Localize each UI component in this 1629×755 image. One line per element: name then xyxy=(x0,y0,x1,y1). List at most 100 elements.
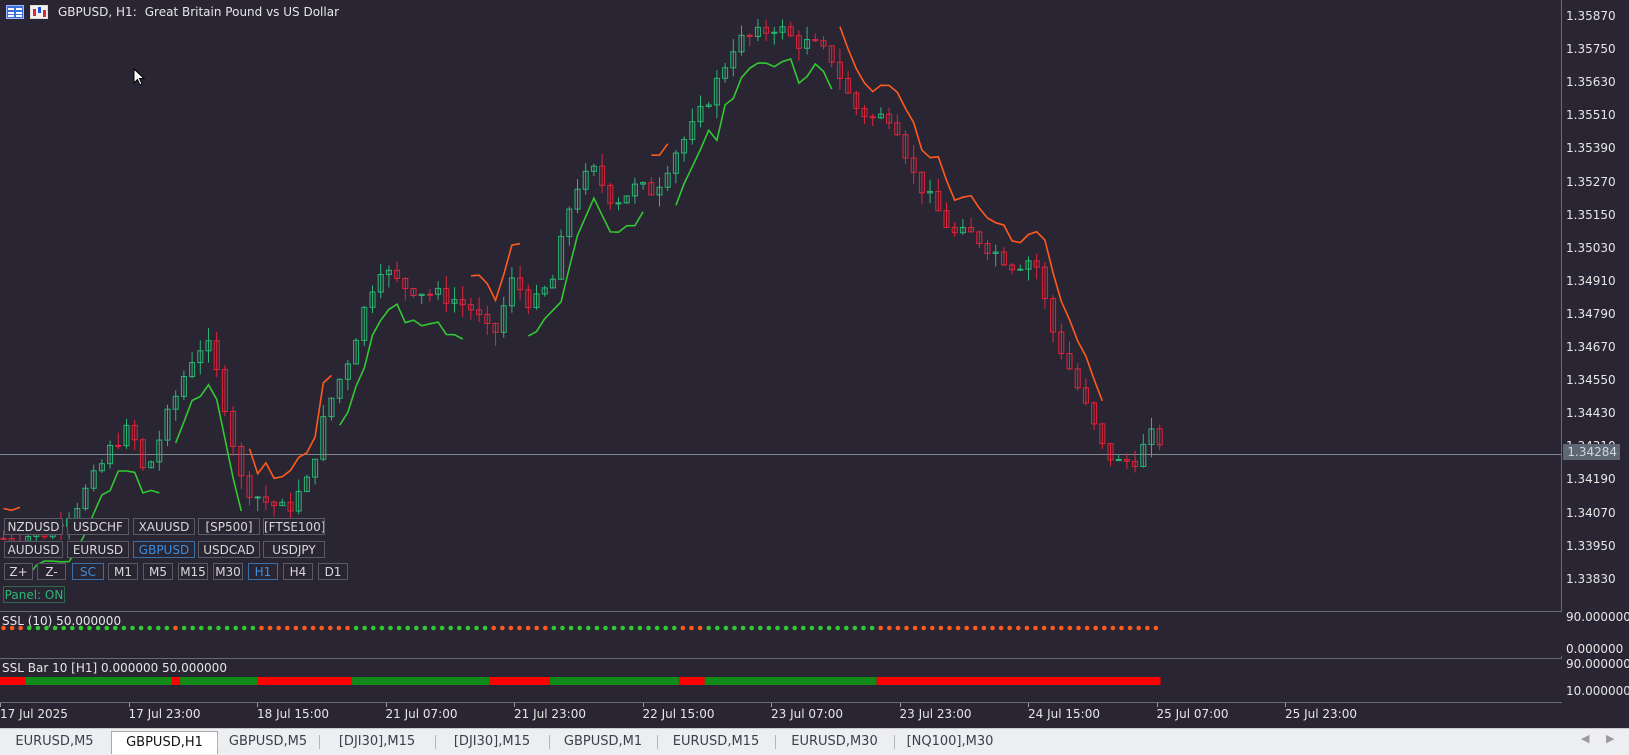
grid-menu-icon[interactable] xyxy=(6,5,24,19)
ssl-dot xyxy=(396,625,402,631)
candle-body xyxy=(672,152,679,174)
ssl-dot xyxy=(715,625,720,631)
price-axis-label: 1.35150 xyxy=(1566,207,1616,222)
ssl-dot xyxy=(1093,625,1098,631)
chart-tab[interactable]: [NQ100],M30 xyxy=(906,734,994,749)
panel-toggle-button[interactable]: Panel: ON xyxy=(3,586,65,603)
chart-symbol: GBPUSD, H1: xyxy=(58,5,137,19)
candle-body xyxy=(558,236,565,280)
price-chart[interactable] xyxy=(0,0,1562,608)
ssl-bar-indicator-label: SSL Bar 10 [H1] 0.000000 50.000000 xyxy=(2,661,227,675)
ssl-dot xyxy=(998,625,1004,631)
candle-body xyxy=(279,501,286,507)
chart-tab[interactable]: [DJI30],M15 xyxy=(453,734,531,749)
timeframe-button-m5[interactable]: M5 xyxy=(143,563,173,580)
ssl-dot xyxy=(293,625,299,631)
timeframe-button-m30[interactable]: M30 xyxy=(213,563,243,580)
symbol-button-usdchf[interactable]: USDCHF xyxy=(67,518,129,535)
ssl-dot xyxy=(560,625,565,631)
time-axis[interactable]: 17 Jul 2025 17 Jul 23:00 18 Jul 15:00 21 Ju… xyxy=(0,702,1562,727)
ssl-dot xyxy=(78,625,84,631)
chart-tab[interactable]: GBPUSD,M1 xyxy=(563,734,643,749)
candle-body xyxy=(148,461,155,469)
chart-tab[interactable]: EURUSD,M5 xyxy=(15,734,94,749)
timeframe-button-h1[interactable]: H1 xyxy=(248,563,278,580)
chart-tabs-bar: EURUSD,M5 GBPUSD,H1 GBPUSD,M5 [DJI30],M15 [D… xyxy=(0,728,1629,755)
ssl-dot xyxy=(422,625,428,631)
candle-body xyxy=(935,190,942,212)
symbol-button-gbpusd[interactable]: GBPUSD xyxy=(133,541,195,558)
candle-body xyxy=(1041,266,1048,300)
ssl-dot xyxy=(1033,625,1038,631)
zoom-out-button[interactable]: Z- xyxy=(37,563,66,580)
ssl-dot xyxy=(611,625,617,631)
chart-tab[interactable]: GBPUSD,M5 xyxy=(228,734,308,749)
chart-tab[interactable]: EURUSD,M15 xyxy=(672,734,760,749)
candle-body xyxy=(828,45,835,63)
ssl-dot xyxy=(654,625,660,631)
candle-body xyxy=(189,362,196,378)
ssl-bar-segment xyxy=(257,677,353,685)
candle-body xyxy=(590,165,597,172)
time-axis-label: 21 Jul 07:00 xyxy=(385,707,458,721)
ssl-dot xyxy=(551,625,557,631)
ssl-dot xyxy=(964,625,969,631)
symbol-button-sp500[interactable]: [SP500] xyxy=(198,518,260,535)
ssl-bar-scale-bottom: 10.000000 xyxy=(1566,684,1629,698)
current-price-label: 1.34284 xyxy=(1563,444,1620,460)
timeframe-button-d1[interactable]: D1 xyxy=(318,563,348,580)
timeframe-button-h4[interactable]: H4 xyxy=(283,563,313,580)
chart-tab[interactable]: EURUSD,M30 xyxy=(791,734,878,749)
timeframe-button-m1[interactable]: M1 xyxy=(108,563,138,580)
ssl-dot xyxy=(224,625,230,631)
candle-body xyxy=(976,231,983,245)
ssl-dot xyxy=(70,625,75,631)
candle-body xyxy=(894,122,901,136)
ssl-dot xyxy=(568,625,574,631)
candle-body xyxy=(771,31,778,34)
time-axis-label: 17 Jul 23:00 xyxy=(128,707,201,721)
candle-body xyxy=(754,26,761,37)
candle-body xyxy=(0,537,7,540)
candle-body xyxy=(648,182,655,196)
symbol-button-xauusd[interactable]: XAUUSD xyxy=(133,518,195,535)
candle-body xyxy=(820,40,827,47)
price-axis-label: 1.34430 xyxy=(1566,406,1616,421)
chart-tab[interactable]: [DJI30],M15 xyxy=(338,734,416,749)
candle-body xyxy=(1123,459,1130,462)
symbol-button-nzdusd[interactable]: NZDUSD xyxy=(4,518,63,535)
candle-body xyxy=(1050,298,1057,333)
price-scale[interactable]: 1.35870 1.35750 1.35630 1.35510 1.35390 1.352… xyxy=(1562,0,1629,700)
ssl-dot xyxy=(190,625,195,631)
symbol-button-usdjpy[interactable]: USDJPY xyxy=(263,541,325,558)
ssl-dot xyxy=(465,625,471,631)
tab-separator xyxy=(657,735,658,749)
ssl-dot xyxy=(706,625,711,631)
symbol-button-eurusd[interactable]: EURUSD xyxy=(67,541,129,558)
candle-body xyxy=(156,439,163,463)
candle-body xyxy=(1115,459,1122,462)
zoom-in-button[interactable]: Z+ xyxy=(4,563,33,580)
ssl-dot xyxy=(637,625,643,631)
candle-body xyxy=(238,445,245,477)
tabs-scroll-left-icon[interactable]: ◀ xyxy=(1581,732,1590,745)
symbol-button-ftse100[interactable]: [FTSE100] xyxy=(263,518,325,535)
ssl-bar-segment xyxy=(489,677,550,685)
ssl-dot xyxy=(990,625,995,631)
chart-tab[interactable]: GBPUSD,H1 xyxy=(111,731,218,754)
timeframe-button-m15[interactable]: M15 xyxy=(178,563,208,580)
ssl-dot xyxy=(181,625,187,631)
sc-button[interactable]: SC xyxy=(72,563,104,580)
chart-type-icon[interactable] xyxy=(30,5,48,19)
symbol-button-usdcad[interactable]: USDCAD xyxy=(198,541,260,558)
symbol-button-audusd[interactable]: AUDUSD xyxy=(4,541,63,558)
ssl-bar-indicator-window[interactable]: SSL Bar 10 [H1] 0.000000 50.000000 xyxy=(0,658,1562,703)
main-chart-area[interactable] xyxy=(0,0,1562,608)
ssl-dot xyxy=(689,625,694,631)
tabs-scroll-right-icon[interactable]: ▶ xyxy=(1606,732,1615,745)
price-axis-label: 1.35630 xyxy=(1566,75,1616,90)
ssl-dot xyxy=(52,625,58,631)
ssl-dot xyxy=(1041,625,1047,631)
candle-body xyxy=(795,35,802,49)
ssl-indicator-window[interactable]: SSL (10) 50.000000 xyxy=(0,611,1562,656)
